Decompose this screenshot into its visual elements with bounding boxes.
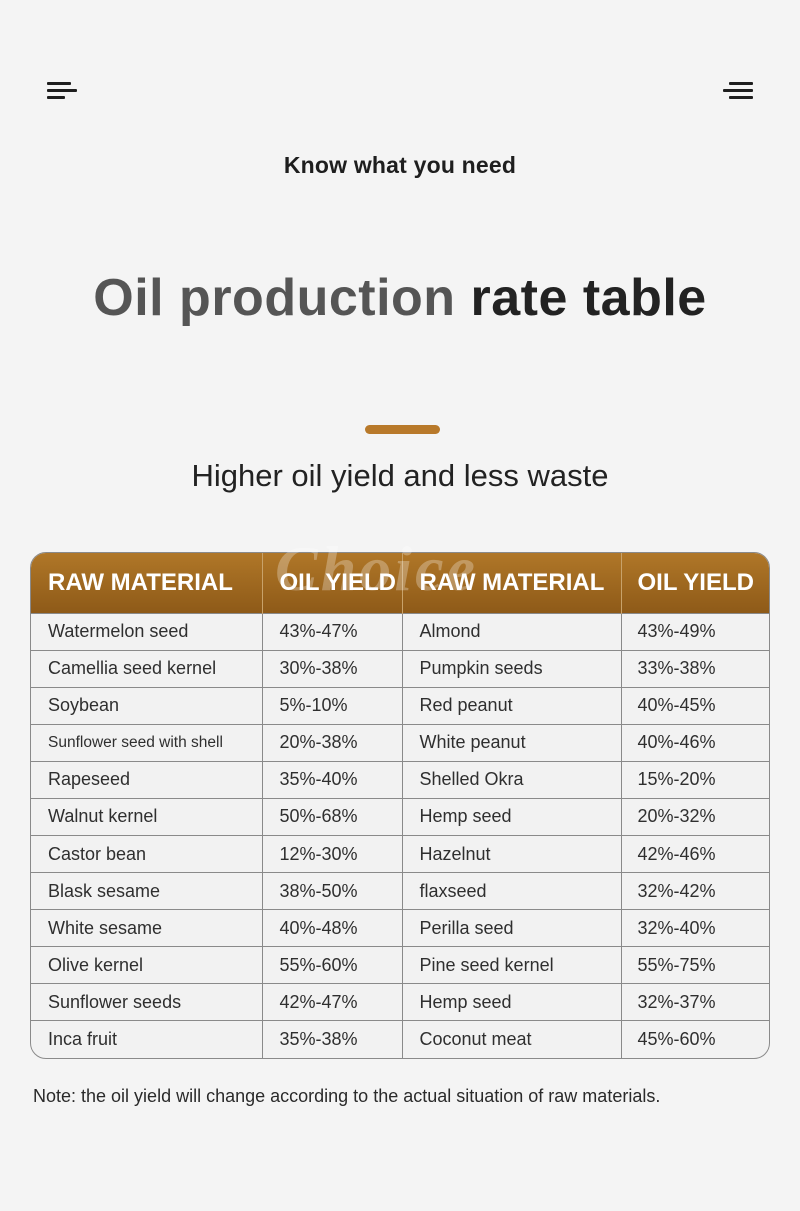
- cell-yield: 20%-38%: [262, 723, 403, 762]
- accent-divider: [365, 425, 440, 434]
- cell-yield: 40%-45%: [621, 686, 769, 725]
- table-row: Watermelon seed 43%-47% Almond 43%-49%: [31, 612, 769, 651]
- table-row: Castor bean 12%-30% Hazelnut 42%-46%: [31, 834, 769, 873]
- table-row: White sesame 40%-48% Perilla seed 32%-40%: [31, 909, 769, 947]
- cell-yield: 50%-68%: [262, 797, 403, 836]
- cell-yield: 55%-75%: [621, 946, 769, 984]
- cell-yield: 55%-60%: [262, 946, 403, 984]
- header-oil-yield-2: OIL YIELD: [621, 553, 769, 613]
- table-row: Rapeseed 35%-40% Shelled Okra 15%-20%: [31, 760, 769, 799]
- cell-yield: 32%-40%: [621, 909, 769, 947]
- cell-yield: 42%-47%: [262, 983, 403, 1021]
- cell-material: White peanut: [402, 723, 622, 762]
- title-part-2: rate table: [470, 269, 707, 327]
- cell-material: Camellia seed kernel: [31, 649, 263, 688]
- title-part-1: Oil production: [93, 269, 456, 327]
- cell-material: Sunflower seeds: [31, 983, 263, 1021]
- cell-material: Olive kernel: [31, 946, 263, 984]
- page-title: Oil production rate table: [0, 268, 800, 328]
- menu-left-icon[interactable]: [47, 82, 77, 100]
- cell-material: Pine seed kernel: [402, 946, 622, 984]
- table-row: Walnut kernel 50%-68% Hemp seed 20%-32%: [31, 797, 769, 836]
- oil-yield-table: RAW MATERIAL OIL YIELD RAW MATERIAL OIL …: [30, 552, 770, 1059]
- cell-yield: 43%-49%: [621, 612, 769, 651]
- cell-yield: 45%-60%: [621, 1020, 769, 1058]
- cell-material: Blask sesame: [31, 872, 263, 910]
- cell-material: flaxseed: [402, 872, 622, 910]
- eyebrow-text: Know what you need: [283, 152, 517, 178]
- menu-right-icon[interactable]: [723, 82, 753, 100]
- cell-yield: 32%-37%: [621, 983, 769, 1021]
- cell-material: Perilla seed: [402, 909, 622, 947]
- cell-yield: 35%-40%: [262, 760, 403, 799]
- cell-material: Hemp seed: [402, 983, 622, 1021]
- table-row: Inca fruit 35%-38% Coconut meat 45%-60%: [31, 1020, 769, 1058]
- cell-yield: 40%-46%: [621, 723, 769, 762]
- cell-material: Castor bean: [31, 834, 263, 873]
- cell-yield: 38%-50%: [262, 872, 403, 910]
- cell-material: Red peanut: [402, 686, 622, 725]
- cell-yield: 35%-38%: [262, 1020, 403, 1058]
- cell-material: White sesame: [31, 909, 263, 947]
- cell-yield: 5%-10%: [262, 686, 403, 725]
- cell-material: Watermelon seed: [31, 612, 263, 651]
- cell-material: Pumpkin seeds: [402, 649, 622, 688]
- cell-material: Hemp seed: [402, 797, 622, 836]
- cell-material: Sunflower seed with shell: [31, 723, 263, 762]
- table-row: Sunflower seeds 42%-47% Hemp seed 32%-37%: [31, 983, 769, 1021]
- cell-yield: 15%-20%: [621, 760, 769, 799]
- cell-material: Rapeseed: [31, 760, 263, 799]
- table-row: Olive kernel 55%-60% Pine seed kernel 55%-7…: [31, 946, 769, 984]
- table-row: Camellia seed kernel 30%-38% Pumpkin seeds…: [31, 649, 769, 688]
- header-raw-material-2: RAW MATERIAL: [402, 553, 622, 613]
- table-row: Blask sesame 38%-50% flaxseed 32%-42%: [31, 872, 769, 910]
- cell-material: Almond: [402, 612, 622, 651]
- cell-yield: 12%-30%: [262, 834, 403, 873]
- cell-material: Shelled Okra: [402, 760, 622, 799]
- cell-yield: 33%-38%: [621, 649, 769, 688]
- cell-yield: 32%-42%: [621, 872, 769, 910]
- header-oil-yield-1: OIL YIELD: [262, 553, 403, 613]
- cell-yield: 20%-32%: [621, 797, 769, 836]
- cell-yield: 30%-38%: [262, 649, 403, 688]
- cell-yield: 43%-47%: [262, 612, 403, 651]
- cell-material: Coconut meat: [402, 1020, 622, 1058]
- table-row: Soybean 5%-10% Red peanut 40%-45%: [31, 686, 769, 725]
- page-subtitle: Higher oil yield and less waste: [191, 458, 609, 493]
- cell-yield: 40%-48%: [262, 909, 403, 947]
- cell-material: Soybean: [31, 686, 263, 725]
- cell-material: Inca fruit: [31, 1020, 263, 1058]
- header-raw-material-1: RAW MATERIAL: [31, 553, 263, 613]
- cell-yield: 42%-46%: [621, 834, 769, 873]
- cell-material: Walnut kernel: [31, 797, 263, 836]
- footnote: Note: the oil yield will change accordin…: [33, 1086, 661, 1106]
- table-row: Sunflower seed with shell 20%-38% White pe…: [31, 723, 769, 762]
- cell-material: Hazelnut: [402, 834, 622, 873]
- table-header-row: RAW MATERIAL OIL YIELD RAW MATERIAL OIL …: [31, 553, 769, 613]
